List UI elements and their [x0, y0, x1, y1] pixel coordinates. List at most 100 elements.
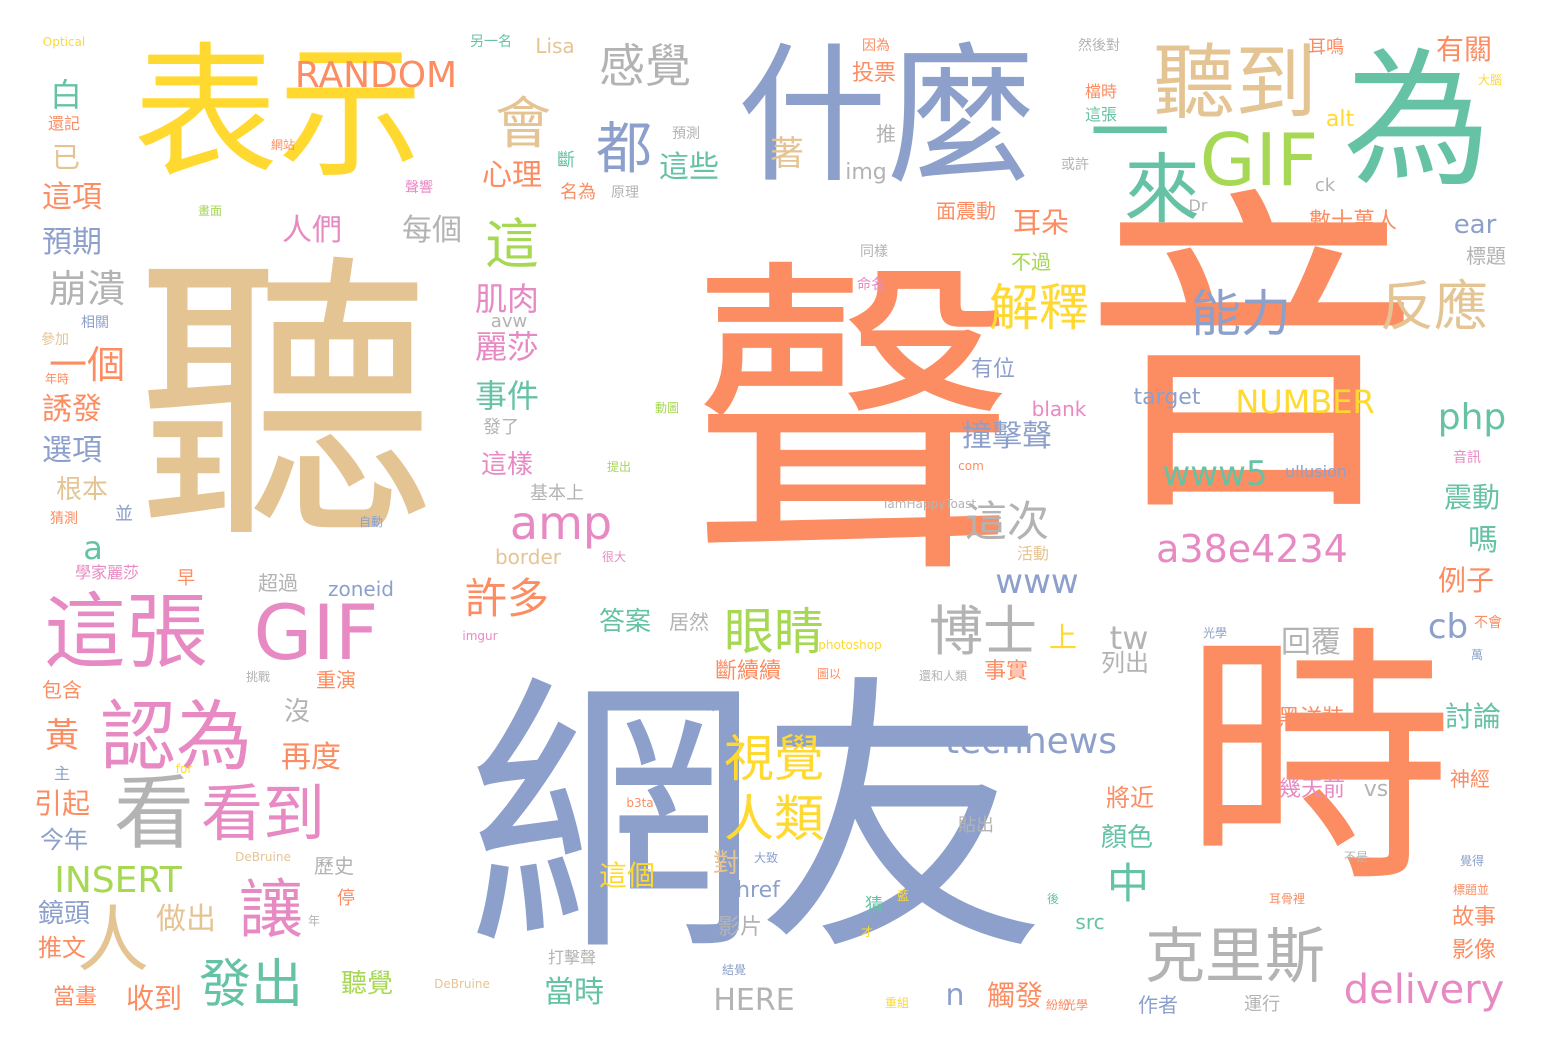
- word-dongtu: 活動: [1016, 544, 1050, 563]
- word-imgur: imgur: [462, 629, 498, 643]
- word-zhuangjisheng: 撞擊聲: [962, 419, 1052, 454]
- word-shoudao: 收到: [125, 982, 183, 1015]
- word-href: href: [736, 878, 780, 903]
- word-taolun: 討論: [1444, 700, 1502, 733]
- word-jinnian: 今年: [40, 826, 88, 854]
- word-bing: 並: [115, 504, 133, 525]
- word-zhexiang: 這項: [42, 180, 102, 215]
- word-caice: 猜測: [50, 511, 78, 527]
- word-jingtou: 鏡頭: [37, 899, 91, 929]
- word-shishi: 事實: [983, 659, 1029, 684]
- word-a38e4234: a38e4234: [1156, 527, 1348, 571]
- word-ergu: 標題並: [1452, 883, 1490, 897]
- word-zhezhang-small: 這張: [1084, 105, 1118, 124]
- word-haiji: 還記: [47, 114, 81, 133]
- word-guang: 紛紛: [1045, 998, 1071, 1012]
- word-fanying: 反應: [1380, 275, 1488, 338]
- word-gif-mid: GIF: [253, 588, 379, 677]
- word-yuce: 預測: [672, 126, 700, 142]
- word-haihe: 圖以: [816, 667, 842, 681]
- word-tongyang: 同樣: [860, 244, 888, 260]
- word-renlei: 人類: [724, 790, 824, 848]
- word-lishi: 歷史: [314, 854, 354, 878]
- word-xiangguan: 相關: [81, 315, 109, 331]
- word-www: www: [995, 562, 1079, 602]
- word-for: photoshop: [818, 638, 882, 652]
- word-youguan: 有關: [1435, 33, 1493, 66]
- word-dou: 都: [596, 117, 652, 182]
- word-biaotibing: 覺得: [1459, 854, 1485, 868]
- word-yige: 一個: [48, 343, 126, 387]
- word-rang: 讓: [239, 874, 303, 948]
- word-yuqi: 預期: [42, 225, 102, 260]
- word-shijian: 事件: [474, 377, 540, 415]
- word-ullusion: 動圖: [654, 401, 680, 415]
- word-target: target: [1133, 385, 1201, 410]
- word-kan: 看: [114, 767, 194, 860]
- word-zhexie: 這些: [659, 150, 719, 185]
- word-yi: 一: [1090, 87, 1170, 180]
- word-nianshi: 年時: [44, 372, 70, 386]
- word-tiechu: 挑戰: [245, 670, 271, 684]
- word-boshi: 博士: [929, 600, 1037, 663]
- word-n: n: [945, 978, 965, 1013]
- word-mianzhendong: 面震動: [936, 199, 996, 223]
- word-wangyou: 網友: [467, 653, 1047, 990]
- word-mingwei: 名為: [560, 182, 596, 203]
- word-vs: vs: [1363, 777, 1389, 802]
- word-nengli: 能力: [1191, 285, 1291, 343]
- word-ting: 聽: [135, 230, 435, 579]
- word-tw: tw: [1109, 619, 1149, 657]
- word-chongyan: 重演: [316, 668, 356, 692]
- word-mei: 沒: [283, 697, 311, 727]
- word-jirou: 肌肉: [474, 280, 540, 318]
- word-border: border: [494, 545, 562, 569]
- word-tui: 推: [876, 122, 896, 146]
- word-random: RANDOM: [294, 55, 458, 96]
- word-zhege: 這個: [598, 859, 656, 892]
- word-zoneid: zoneid: [328, 577, 394, 601]
- word-alt: alt: [1325, 107, 1355, 132]
- word-jitianqian: 幾天前: [1278, 777, 1346, 802]
- word-iamhappytoast: com: [958, 459, 984, 473]
- word-yanse: 顏色: [1100, 823, 1154, 853]
- word-ear: ear: [1453, 210, 1497, 240]
- word-cai2: 藍: [896, 889, 910, 903]
- word-youwei: 有位: [970, 357, 1016, 382]
- word-xuanxiang: 選項: [42, 433, 102, 468]
- word-hou: 耳骨裡: [1268, 892, 1306, 906]
- word-ren: 人: [76, 898, 150, 982]
- word-dangshi: 當時: [544, 975, 604, 1010]
- word-lan: 猜: [865, 895, 883, 916]
- word-biaoshi: 表示: [133, 29, 423, 199]
- word-zuochu: 做出: [156, 902, 216, 937]
- word-huifu: 回覆: [1281, 625, 1341, 660]
- word-jiangjin: 將近: [1106, 784, 1154, 812]
- word-duan: 斷: [557, 150, 575, 171]
- word-tingdao: 聽到: [1152, 36, 1318, 131]
- word-nian: src: [1075, 910, 1105, 934]
- word-juran: 居然: [669, 610, 709, 634]
- word-ma: 嗎: [1468, 523, 1498, 558]
- word-ck: ck: [1314, 175, 1336, 196]
- word-heiyangzhuang: 黑洋裝: [1277, 706, 1345, 731]
- word-toupiao: 投票: [851, 61, 897, 86]
- word-hui: 會: [495, 92, 551, 157]
- word-yinwei: 因為: [862, 38, 890, 54]
- word-danao: 大腦: [1477, 73, 1503, 87]
- word-xuejialisha: 學家麗莎: [74, 563, 140, 582]
- word-buhui: 音訊: [1453, 450, 1481, 466]
- word-meige: 每個: [402, 213, 462, 248]
- word-zhendong: 震動: [1443, 481, 1501, 514]
- word-chaoguo: 超過: [258, 571, 298, 595]
- word-img: img: [845, 160, 887, 185]
- word-chongzu: 結覺: [721, 963, 747, 977]
- word-erduo: 耳朵: [1012, 206, 1070, 239]
- word-suiran: 還和人類: [918, 669, 968, 683]
- word-zuozhe: 運行: [1244, 994, 1280, 1015]
- word-biaoti: 標題: [1466, 244, 1506, 268]
- word-huang: 黃: [45, 716, 79, 756]
- word-sheng: 聲: [688, 233, 1018, 617]
- word-zaidu: 再度: [281, 740, 341, 775]
- word-tuyi: 大致: [753, 851, 779, 865]
